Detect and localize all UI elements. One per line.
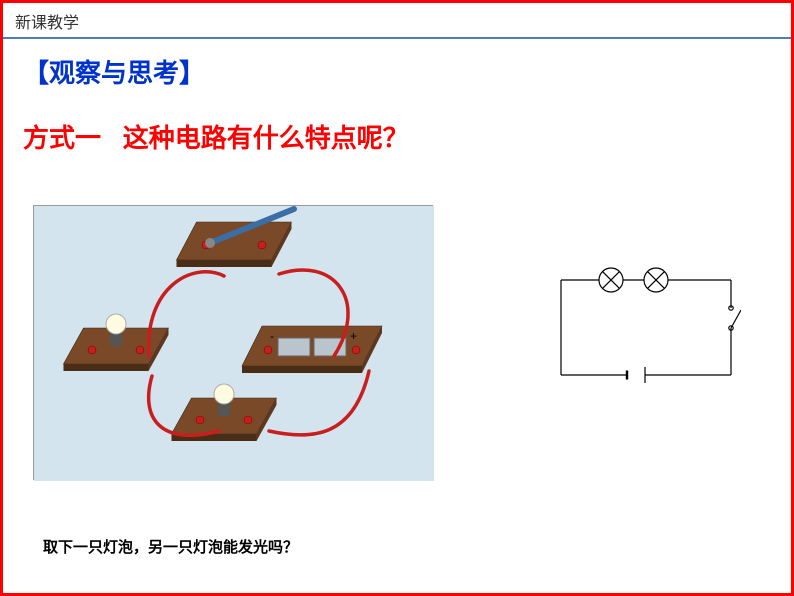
content-area: -+ bbox=[3, 205, 791, 515]
header-bar: 新课教学 bbox=[3, 3, 791, 39]
svg-text:-: - bbox=[270, 329, 274, 343]
slide-frame: 新课教学 【观察与思考】 方式一 这种电路有什么特点呢？ -+ 取下一只灯泡，另… bbox=[0, 0, 794, 596]
circuit-photo: -+ bbox=[33, 205, 433, 480]
main-question: 方式一 这种电路有什么特点呢？ bbox=[3, 100, 791, 165]
svg-text:+: + bbox=[350, 329, 357, 343]
bottom-question: 取下一只灯泡，另一只灯泡能发光吗？ bbox=[43, 536, 298, 557]
circuit-schematic bbox=[551, 260, 741, 390]
header-label: 新课教学 bbox=[15, 15, 79, 32]
question-prefix: 方式一 bbox=[23, 123, 101, 153]
circuit-photo-svg: -+ bbox=[34, 206, 434, 481]
section-title: 【观察与思考】 bbox=[3, 39, 791, 100]
circuit-schematic-svg bbox=[551, 260, 741, 390]
question-body: 这种电路有什么特点呢？ bbox=[123, 123, 409, 153]
